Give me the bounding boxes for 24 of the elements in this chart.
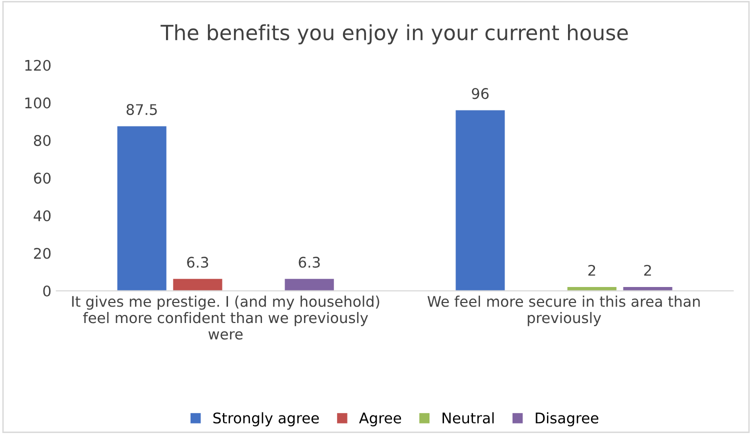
legend-label: Strongly agree xyxy=(213,412,319,426)
data-label: 87.5 xyxy=(126,104,157,116)
y-tick-label: 0 xyxy=(43,285,51,297)
legend-label: Disagree xyxy=(536,412,598,426)
bar xyxy=(456,110,505,291)
data-label: 2 xyxy=(588,264,596,276)
x-tick-label: We feel more secure in this area than previously xyxy=(428,296,700,326)
y-tick-label: 20 xyxy=(34,248,51,259)
legend-label: Agree xyxy=(359,412,402,426)
y-tick-label: 80 xyxy=(34,135,51,146)
bar xyxy=(173,278,222,291)
data-label: 6.3 xyxy=(187,256,208,268)
chart-title: The benefits you enjoy in your current house xyxy=(160,24,628,44)
y-tick-label: 60 xyxy=(34,172,51,184)
legend-label: Neutral xyxy=(442,412,494,424)
data-label: 6.3 xyxy=(298,256,320,268)
bar xyxy=(117,126,166,291)
y-tick-label: 40 xyxy=(34,210,51,222)
y-tick-label: 100 xyxy=(25,97,51,108)
data-label: 2 xyxy=(644,264,651,276)
y-tick-label: 120 xyxy=(25,60,51,71)
data-label: 96 xyxy=(472,88,489,100)
bar xyxy=(284,278,334,291)
x-tick-label: It gives me prestige. I (and my household) feel more confident than we previously were xyxy=(72,296,380,340)
